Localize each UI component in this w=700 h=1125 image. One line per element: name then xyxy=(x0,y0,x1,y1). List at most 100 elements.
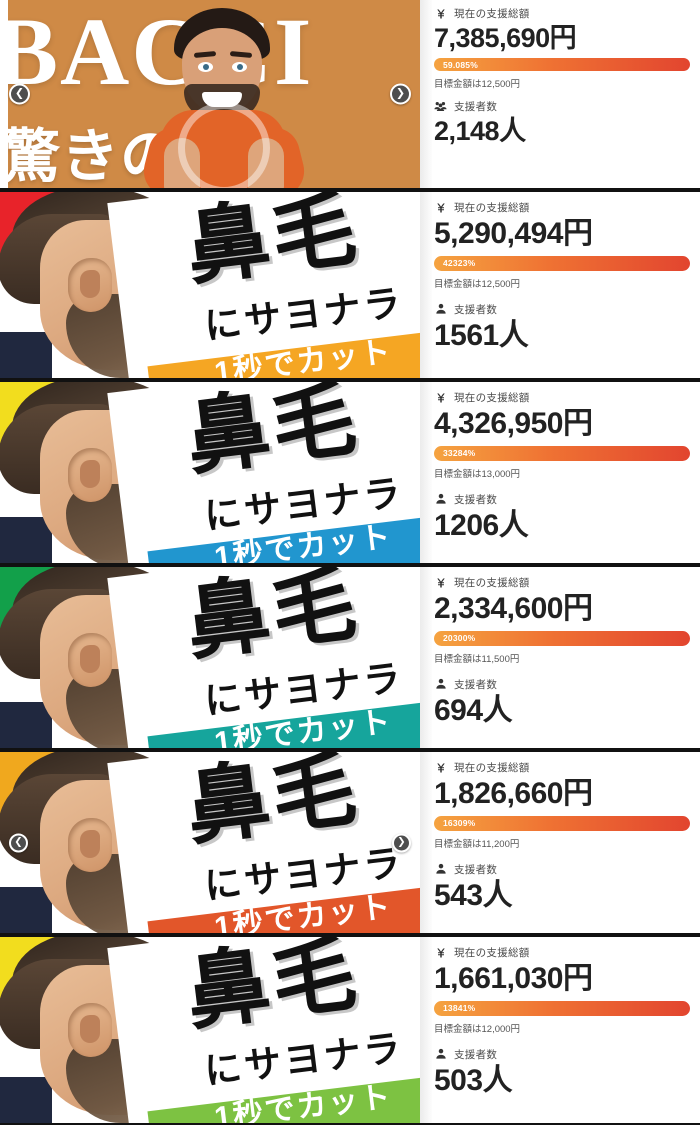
total-amount-value: 1,661,030円 xyxy=(434,962,593,995)
supporters-label: 支援者数 xyxy=(454,303,498,316)
chevron-right-icon: ❯ xyxy=(395,87,406,100)
supporters-label-row: 支援者数 xyxy=(434,492,690,507)
amount-unit: 円 xyxy=(562,217,593,250)
total-amount-label-row: 現在の支援総額 xyxy=(434,200,690,215)
supporters-block: 支援者数 503人 xyxy=(434,1047,690,1099)
funding-percent: 13841% xyxy=(443,1003,476,1013)
funding-percent: 16309% xyxy=(443,818,476,828)
funding-percent: 33284% xyxy=(443,448,476,458)
supporters-block: 支援者数 694人 xyxy=(434,677,690,729)
goal-amount-text: 目標金額は12,500円 xyxy=(434,278,521,290)
amount-unit: 円 xyxy=(562,407,593,440)
chevron-right-icon: ❯ xyxy=(397,836,406,848)
total-amount-value: 4,326,950円 xyxy=(434,407,593,440)
supporters-label: 支援者数 xyxy=(454,493,498,506)
hero-headline: 鼻毛 xyxy=(180,192,364,296)
campaign-thumbnail[interactable]: 鼻毛 にサヨナラ 1秒でカット xyxy=(0,567,420,748)
amount-unit: 円 xyxy=(562,962,593,995)
campaign-card[interactable]: 鼻毛 にサヨナラ 1秒でカット ❮ ❯ 現在の支援総額 1,826,660円 1… xyxy=(0,750,700,935)
amount-unit: 円 xyxy=(562,777,593,810)
carousel-prev-button[interactable]: ❮ xyxy=(9,83,30,105)
supporters-label: 支援者数 xyxy=(454,863,498,876)
goal-amount-text: 目標金額は13,000円 xyxy=(434,468,521,480)
funding-progress-bar: 42323% xyxy=(434,255,690,271)
supporters-count: 2,148人 xyxy=(434,116,526,147)
total-amount-label: 現在の支援総額 xyxy=(454,202,530,214)
total-amount-label-row: 現在の支援総額 xyxy=(434,390,690,405)
yen-icon xyxy=(434,201,447,214)
chevron-left-icon: ❮ xyxy=(14,87,25,100)
supporters-count: 694人 xyxy=(434,693,513,727)
supporters-label: 支援者数 xyxy=(454,101,498,114)
person-icon xyxy=(434,863,447,876)
hanage-key-visual: 鼻毛 にサヨナラ 1秒でカット xyxy=(0,382,420,563)
carousel-prev-button[interactable]: ❮ xyxy=(9,833,28,852)
supporters-block: 支援者数 1206人 xyxy=(434,492,690,544)
supporters-unit: 人 xyxy=(482,693,513,727)
campaign-card[interactable]: 鼻毛 にサヨナラ 1秒でカット 現在の支援総額 5,290,494円 42323… xyxy=(0,190,700,380)
total-amount-label: 現在の支援総額 xyxy=(454,392,530,404)
supporters-count: 1206人 xyxy=(434,508,529,542)
hero-headline: 鼻毛 xyxy=(180,752,364,856)
goal-amount-text: 目標金額は12,000円 xyxy=(434,1023,521,1035)
goal-amount-text: 目標金額は12,500円 xyxy=(434,79,521,91)
person-icon xyxy=(434,1048,447,1061)
goal-amount-text: 目標金額は11,500円 xyxy=(434,653,520,665)
bacci-key-visual: BACCI 驚きの削力 xyxy=(0,0,420,188)
people-group-icon xyxy=(434,100,447,113)
hero-headline: 鼻毛 xyxy=(180,382,364,486)
supporters-count: 503人 xyxy=(434,1063,513,1097)
campaign-card[interactable]: 鼻毛 にサヨナラ 1秒でカット 現在の支援総額 2,334,600円 20300… xyxy=(0,565,700,750)
funding-progress-bar: 33284% xyxy=(434,445,690,461)
person-photo xyxy=(138,6,310,188)
hanage-key-visual: 鼻毛 にサヨナラ 1秒でカット xyxy=(0,567,420,748)
supporters-block: 支援者数 2,148人 xyxy=(434,99,690,147)
amount-unit: 円 xyxy=(562,592,593,625)
total-amount-label: 現在の支援総額 xyxy=(454,8,530,20)
funding-percent: 42323% xyxy=(443,258,476,268)
hanage-key-visual: 鼻毛 にサヨナラ 1秒でカット xyxy=(0,192,420,378)
supporters-block: 支援者数 1561人 xyxy=(434,302,690,354)
campaign-card[interactable]: BACCI 驚きの削力 ❮ ❯ 現在の支援総額 7,38 xyxy=(0,0,700,190)
campaign-thumbnail[interactable]: BACCI 驚きの削力 ❮ ❯ xyxy=(0,0,420,188)
campaign-card[interactable]: 鼻毛 にサヨナラ 1秒でカット 現在の支援総額 1,661,030円 13841… xyxy=(0,935,700,1125)
yen-icon xyxy=(434,761,447,774)
supporters-unit: 人 xyxy=(498,318,529,352)
funding-progress-bar: 20300% xyxy=(434,630,690,646)
campaign-stats-panel: 現在の支援総額 4,326,950円 33284% 目標金額は13,000円 支… xyxy=(420,382,700,563)
total-amount-label: 現在の支援総額 xyxy=(454,577,530,589)
supporters-unit: 人 xyxy=(498,508,529,542)
total-amount-label: 現在の支援総額 xyxy=(454,762,530,774)
campaign-stats-panel: 現在の支援総額 7,385,690円 59.085% 目標金額は12,500円 … xyxy=(420,0,700,188)
carousel-next-button[interactable]: ❯ xyxy=(392,833,411,852)
campaign-card[interactable]: 鼻毛 にサヨナラ 1秒でカット 現在の支援総額 4,326,950円 33284… xyxy=(0,380,700,565)
supporters-label-row: 支援者数 xyxy=(434,677,690,692)
supporters-count: 1561人 xyxy=(434,318,529,352)
funding-progress-bar: 59.085% xyxy=(434,58,690,72)
person-icon xyxy=(434,678,447,691)
hanage-key-visual: 鼻毛 にサヨナラ 1秒でカット xyxy=(0,752,420,933)
total-amount-label-row: 現在の支援総額 xyxy=(434,760,690,775)
total-amount-value: 5,290,494円 xyxy=(434,217,593,250)
campaign-thumbnail[interactable]: 鼻毛 にサヨナラ 1秒でカット xyxy=(0,192,420,378)
supporters-count: 543人 xyxy=(434,878,513,912)
total-amount-label: 現在の支援総額 xyxy=(454,947,530,959)
supporters-label-row: 支援者数 xyxy=(434,302,690,317)
supporters-label-row: 支援者数 xyxy=(434,1047,690,1062)
yen-icon xyxy=(434,7,447,20)
yen-icon xyxy=(434,946,447,959)
campaign-thumbnail[interactable]: 鼻毛 にサヨナラ 1秒でカット xyxy=(0,382,420,563)
campaign-stats-panel: 現在の支援総額 1,826,660円 16309% 目標金額は11,200円 支… xyxy=(420,752,700,933)
campaign-stats-panel: 現在の支援総額 5,290,494円 42323% 目標金額は12,500円 支… xyxy=(420,192,700,378)
goal-amount-text: 目標金額は11,200円 xyxy=(434,838,520,850)
total-amount-value: 2,334,600円 xyxy=(434,592,593,625)
campaign-thumbnail[interactable]: 鼻毛 にサヨナラ 1秒でカット xyxy=(0,937,420,1123)
campaign-thumbnail[interactable]: 鼻毛 にサヨナラ 1秒でカット ❮ ❯ xyxy=(0,752,420,933)
campaign-stats-panel: 現在の支援総額 2,334,600円 20300% 目標金額は11,500円 支… xyxy=(420,567,700,748)
hero-headline: 鼻毛 xyxy=(180,567,364,671)
carousel-next-button[interactable]: ❯ xyxy=(390,83,411,105)
supporters-label: 支援者数 xyxy=(454,678,498,691)
hanage-key-visual: 鼻毛 にサヨナラ 1秒でカット xyxy=(0,937,420,1123)
supporters-unit: 人 xyxy=(482,878,513,912)
